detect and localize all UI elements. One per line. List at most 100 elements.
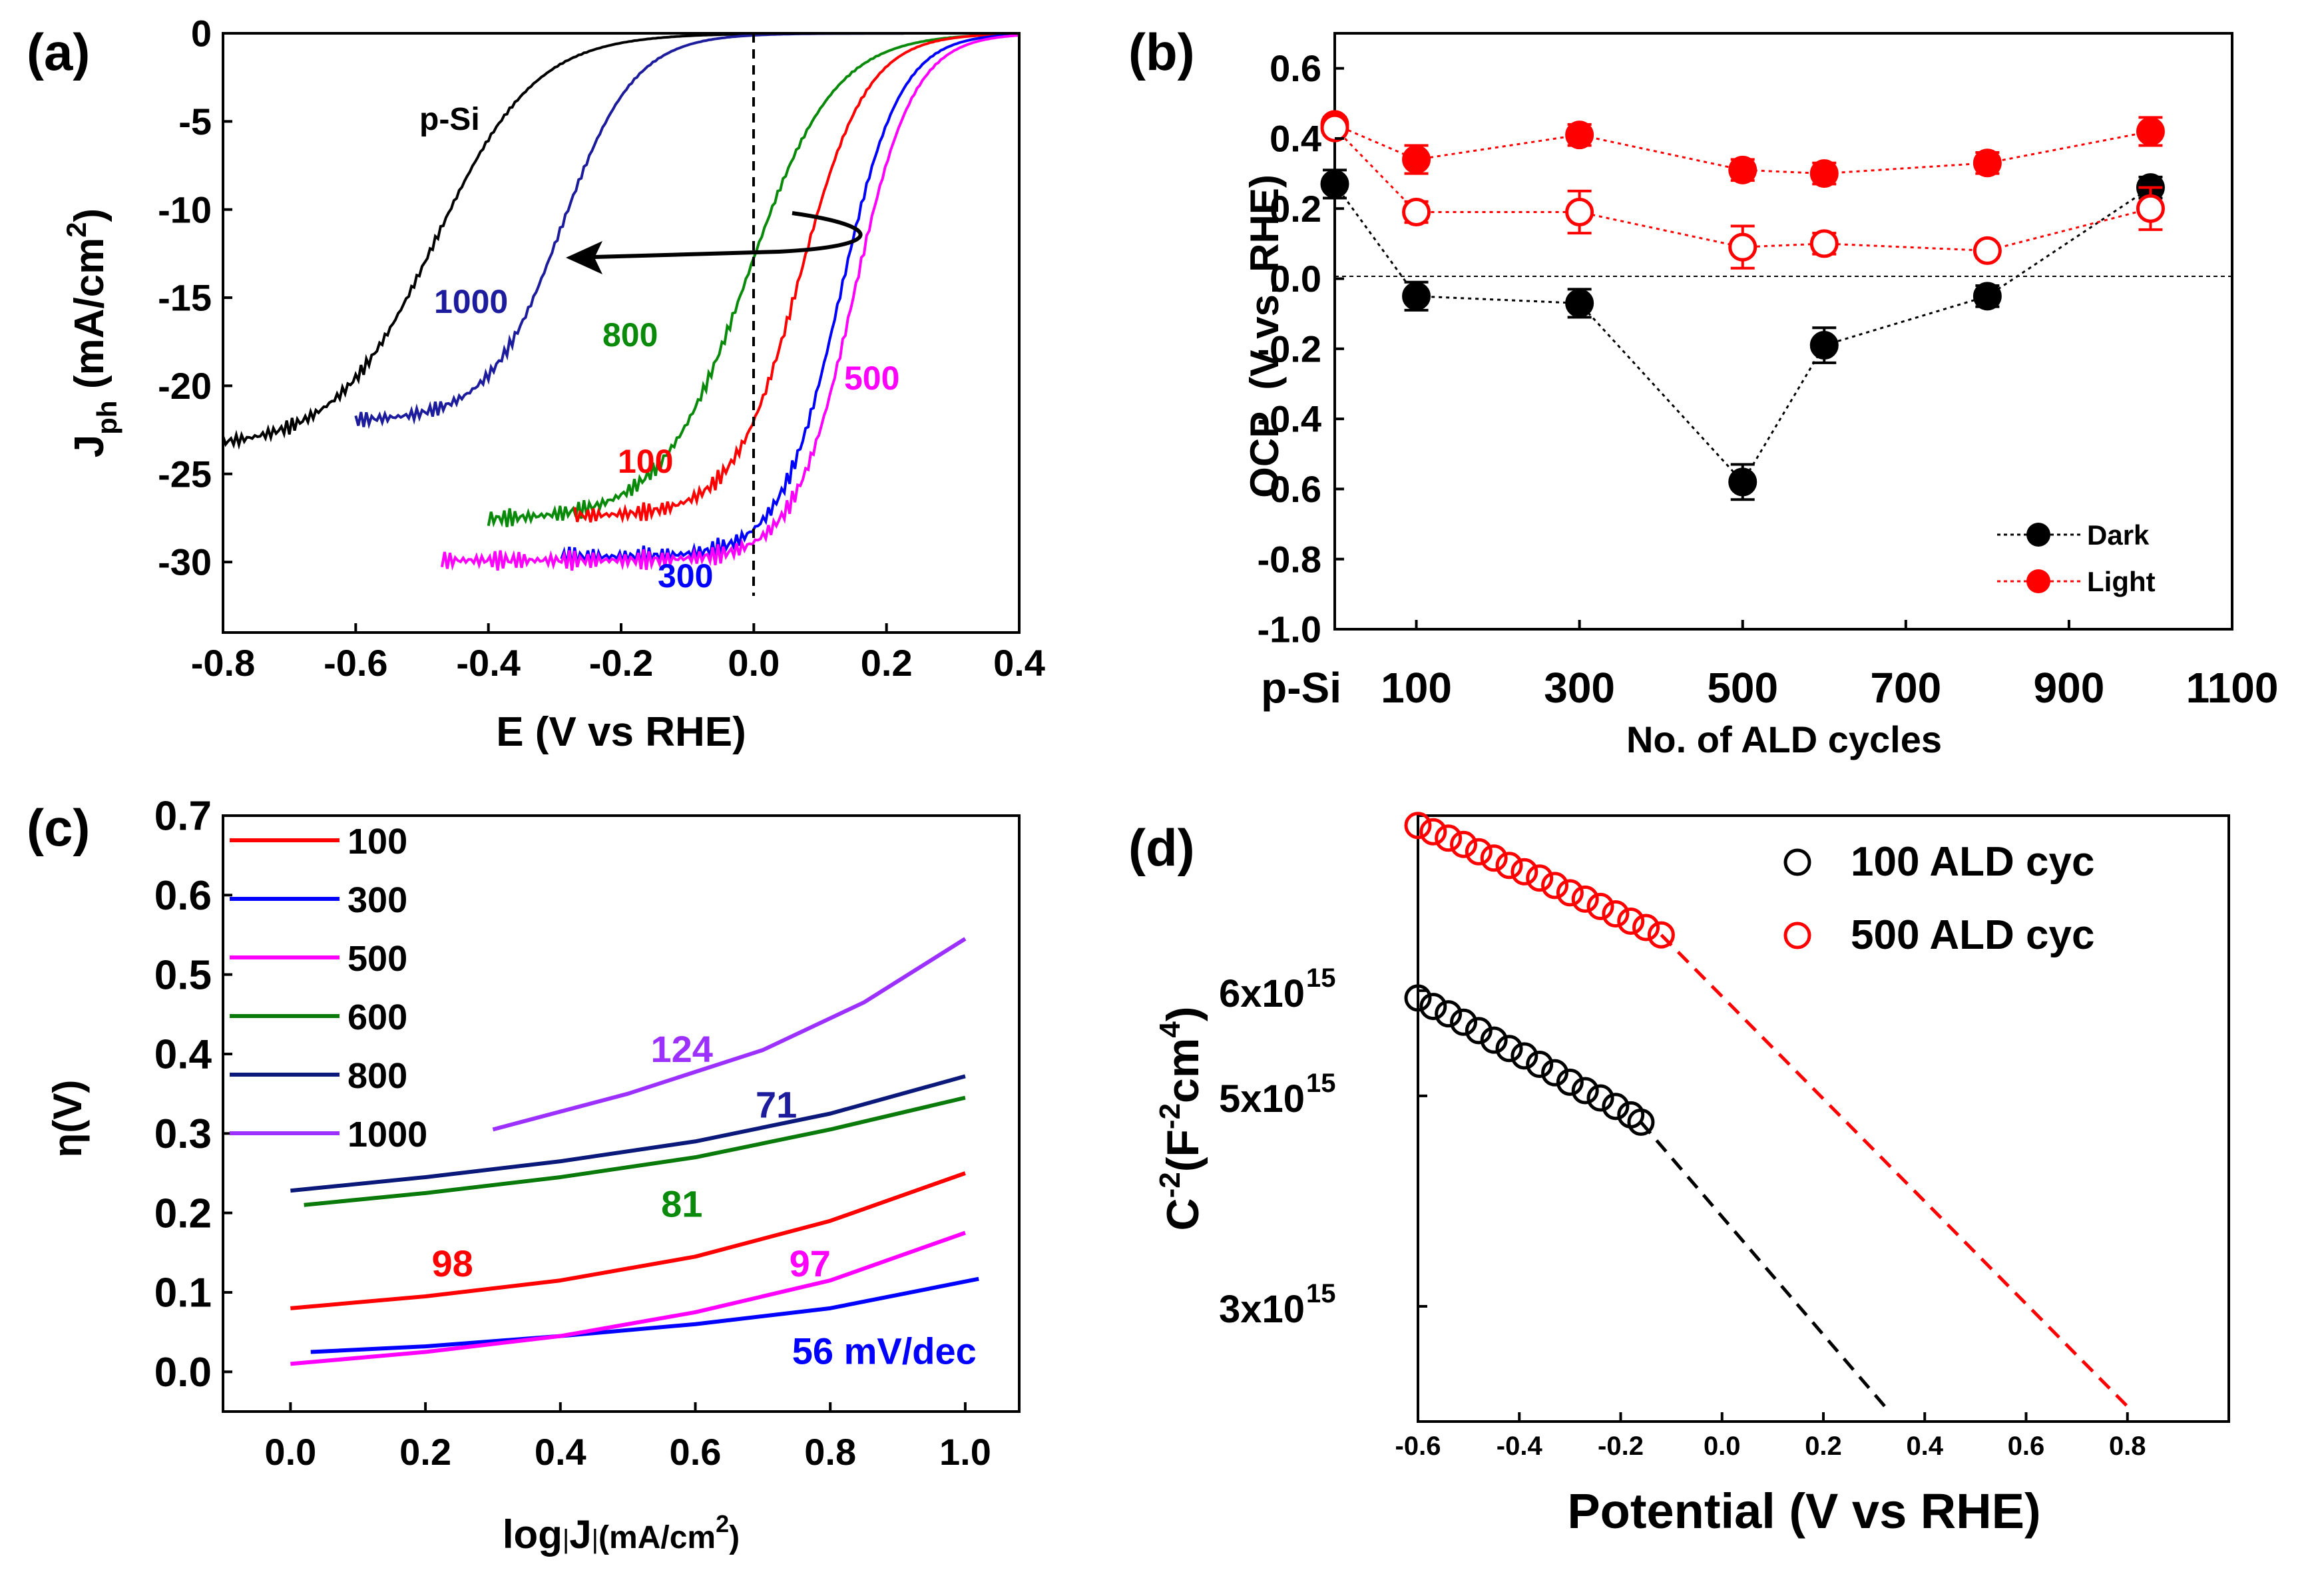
panel-c-y-ticks: 0.0 0.1 0.2 0.3 0.4 0.5 0.6 0.7 (154, 794, 232, 1396)
panel-d-x-label: Potential (V vs RHE) (1567, 1483, 2040, 1539)
mott-schottky-point (1602, 1093, 1630, 1121)
panel-b-x-tick-label: 900 (2034, 664, 2105, 712)
panel-d-x-tick-label: -0.6 (1395, 1432, 1441, 1461)
panel-a-plot-area (222, 32, 1020, 571)
legend-100-cyc-marker (1783, 848, 1811, 876)
ocp-point (1728, 155, 1757, 184)
mott-schottky-point (1571, 885, 1599, 913)
panel-b-y-tick-label: -0.2 (1258, 328, 1322, 370)
legend-label-600: 600 (348, 997, 407, 1037)
panel-a-x-tick-label: 0.2 (861, 642, 913, 684)
ocp-point (1809, 229, 1839, 258)
mott-schottky-point (1541, 1059, 1569, 1087)
panel-d: (d) -0.6 -0.4 -0.2 0.0 0.2 0.4 0.6 0.8 3x10 155x… (1128, 812, 2230, 1539)
panel-c-y-tick-label: 0.5 (154, 952, 212, 998)
panel-c-frame (222, 814, 1021, 1413)
panel-b-letter: (b) (1128, 23, 1195, 81)
slope-label: 98 (431, 1242, 473, 1284)
ocp-point (1809, 331, 1839, 360)
tafel-curve-500 (290, 1230, 966, 1366)
panel-d-x-tick-label: 0.4 (1906, 1432, 1943, 1461)
panel-a-x-tick-label: -0.4 (456, 642, 521, 684)
legend-label-1000: 1000 (348, 1115, 427, 1155)
mott-schottky-point (1571, 1077, 1599, 1105)
panel-b-x-tick-label: 1100 (2186, 664, 2279, 712)
ocp-point (1320, 169, 1349, 198)
mott-schottky-fit-line (1640, 1121, 1891, 1413)
panel-c-x-tick-label: 0.0 (264, 1431, 316, 1473)
panel-c-y-tick-label: 0.2 (154, 1190, 212, 1236)
label-500: 500 (844, 360, 899, 397)
mott-schottky-fit-line (1660, 933, 2134, 1413)
ocp-point (1728, 232, 1757, 262)
panel-d-frame (1417, 814, 2230, 1423)
ocp-point (1809, 159, 1839, 188)
panel-b-x-ticks: p-Si 100 300 500 700 900 1100 (1261, 620, 2278, 712)
mott-schottky-point (1404, 812, 1432, 840)
panel-d-x-tick-label: 0.8 (2109, 1432, 2146, 1461)
mott-schottky-point (1511, 1042, 1538, 1070)
mott-schottky-point (1450, 1008, 1478, 1036)
tafel-curve-800 (290, 1074, 966, 1193)
legend-light-marker (2026, 569, 2050, 593)
panel-b-x-tick-label: 300 (1544, 664, 1615, 712)
mott-schottky-point (1480, 844, 1508, 872)
mott-schottky-point (1632, 914, 1660, 941)
panel-b-y-tick-label: 0.4 (1270, 118, 1321, 160)
panel-c-y-tick-label: 0.4 (154, 1032, 212, 1078)
mott-schottky-point (1465, 1017, 1493, 1045)
mott-schottky-point (1647, 921, 1675, 949)
panel-a-x-label: E (V vs RHE) (496, 709, 746, 755)
panel-a-y-ticks: 0 -5 -10 -15 -20 -25 -30 (158, 13, 232, 583)
ocp-point (1402, 198, 1431, 226)
panel-c-y-tick-label: 0.1 (154, 1270, 212, 1316)
mott-schottky-point (1511, 858, 1538, 886)
panel-a-letter: (a) (27, 23, 90, 81)
legend-500-cyc-marker (1783, 922, 1811, 949)
panel-c-y-tick-label: 0.0 (154, 1350, 212, 1396)
panel-a-y-tick-label: 0 (191, 13, 212, 55)
mott-schottky-point (1556, 879, 1584, 907)
panel-d-x-tick-label: 0.2 (1805, 1432, 1842, 1461)
slope-label: 81 (661, 1183, 702, 1225)
panel-a-y-label: Jph (mA/cm2) (61, 208, 122, 457)
panel-a-y-tick-label: -25 (158, 453, 212, 495)
mott-schottky-point (1465, 838, 1493, 866)
panel-d-plot-area (1404, 812, 2134, 1413)
label-300: 300 (658, 557, 713, 595)
tafel-curve-300 (310, 1276, 979, 1354)
mott-schottky-point (1526, 864, 1554, 892)
panel-b-y-tick-label: 0.6 (1270, 47, 1321, 89)
panel-c-x-ticks: 0.0 0.2 0.4 0.6 0.8 1.0 (264, 1402, 991, 1473)
panel-a-x-tick-label: 0.4 (993, 642, 1045, 684)
panel-b-y-tick-label: -0.6 (1258, 468, 1322, 510)
panel-c-x-tick-label: 0.4 (535, 1431, 586, 1473)
panel-b: (b) p-Si 100 300 500 700 900 1100 0.6 0.4 0.2 0.0… (1128, 23, 2278, 760)
panel-d-y-tick-exponent: 15 (1306, 1279, 1336, 1308)
legend-light-label: Light (2087, 566, 2156, 597)
slope-label: 56 mV/dec (792, 1330, 977, 1372)
ocp-point (1565, 288, 1594, 318)
panel-c-x-tick-label: 1.0 (939, 1431, 991, 1473)
panel-b-x-tick-label: p-Si (1261, 664, 1341, 712)
panel-d-x-ticks: -0.6 -0.4 -0.2 0.0 0.2 0.4 0.6 0.8 (1395, 1412, 2146, 1461)
panel-d-y-tick-label: 6x10 (1219, 972, 1305, 1015)
jv-curve-1000 (354, 32, 1019, 429)
panel-d-x-tick-label: 0.6 (2008, 1432, 2045, 1461)
panel-b-y-ticks: 0.6 0.4 0.2 0.0 -0.2 -0.4 -0.6 -0.8 -1.0 (1258, 47, 1344, 651)
label-800: 800 (602, 316, 658, 354)
panel-c-x-tick-label: 0.2 (399, 1431, 451, 1473)
panel-b-y-tick-label: -1.0 (1258, 609, 1322, 651)
shift-arrow-head (566, 241, 602, 274)
slope-label: 71 (756, 1083, 797, 1125)
jv-curve-500 (440, 34, 1019, 571)
mott-schottky-point (1435, 824, 1463, 852)
mott-schottky-point (1450, 830, 1478, 858)
panel-c-plot-area (290, 937, 979, 1366)
mott-schottky-point (1602, 900, 1630, 927)
panel-d-y-tick-label: 5x10 (1219, 1077, 1305, 1121)
legend-dark-marker (2026, 523, 2050, 547)
panel-d-y-tick-label: 3x10 (1219, 1288, 1305, 1331)
panel-a-x-tick-label: -0.8 (191, 642, 256, 684)
